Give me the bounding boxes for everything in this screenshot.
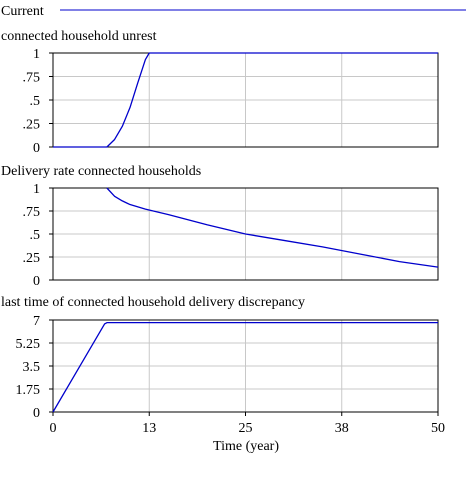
y-tick-label-discrepancy-1: 1.75 bbox=[16, 383, 41, 398]
y-tick-label-discrepancy-2: 3.5 bbox=[23, 360, 41, 375]
y-tick-label-delivery-rate-0: 0 bbox=[33, 274, 40, 289]
y-tick-label-delivery-rate-4: 1 bbox=[33, 182, 40, 197]
y-tick-label-unrest-3: .75 bbox=[23, 71, 41, 86]
panel-title-discrepancy: last time of connected household deliver… bbox=[1, 295, 305, 310]
series-line-discrepancy-0 bbox=[52, 321, 438, 413]
legend-label: Current bbox=[1, 4, 44, 19]
panel-title-unrest: connected household unrest bbox=[1, 29, 157, 44]
y-tick-label-unrest-0: 0 bbox=[33, 141, 40, 156]
y-tick-label-discrepancy-4: 7 bbox=[33, 314, 40, 329]
x-tick-label-0: 0 bbox=[50, 421, 57, 436]
y-tick-label-delivery-rate-1: .25 bbox=[23, 251, 41, 266]
y-tick-label-unrest-2: .5 bbox=[30, 94, 41, 109]
y-tick-label-unrest-1: .25 bbox=[23, 118, 41, 133]
panel-title-delivery-rate: Delivery rate connected households bbox=[1, 164, 201, 179]
y-tick-label-delivery-rate-2: .5 bbox=[30, 228, 41, 243]
x-tick-label-3: 38 bbox=[335, 421, 349, 436]
y-tick-label-discrepancy-0: 0 bbox=[33, 406, 40, 421]
y-tick-label-unrest-4: 1 bbox=[33, 47, 40, 62]
y-tick-label-discrepancy-3: 5.25 bbox=[16, 337, 41, 352]
x-tick-label-2: 25 bbox=[239, 421, 253, 436]
x-axis-label: Time (year) bbox=[213, 439, 279, 454]
series-line-delivery-rate-0 bbox=[106, 187, 439, 268]
x-tick-label-1: 13 bbox=[142, 421, 156, 436]
y-tick-label-delivery-rate-3: .75 bbox=[23, 205, 41, 220]
series-line-unrest-0 bbox=[53, 52, 438, 148]
x-tick-label-4: 50 bbox=[431, 421, 445, 436]
